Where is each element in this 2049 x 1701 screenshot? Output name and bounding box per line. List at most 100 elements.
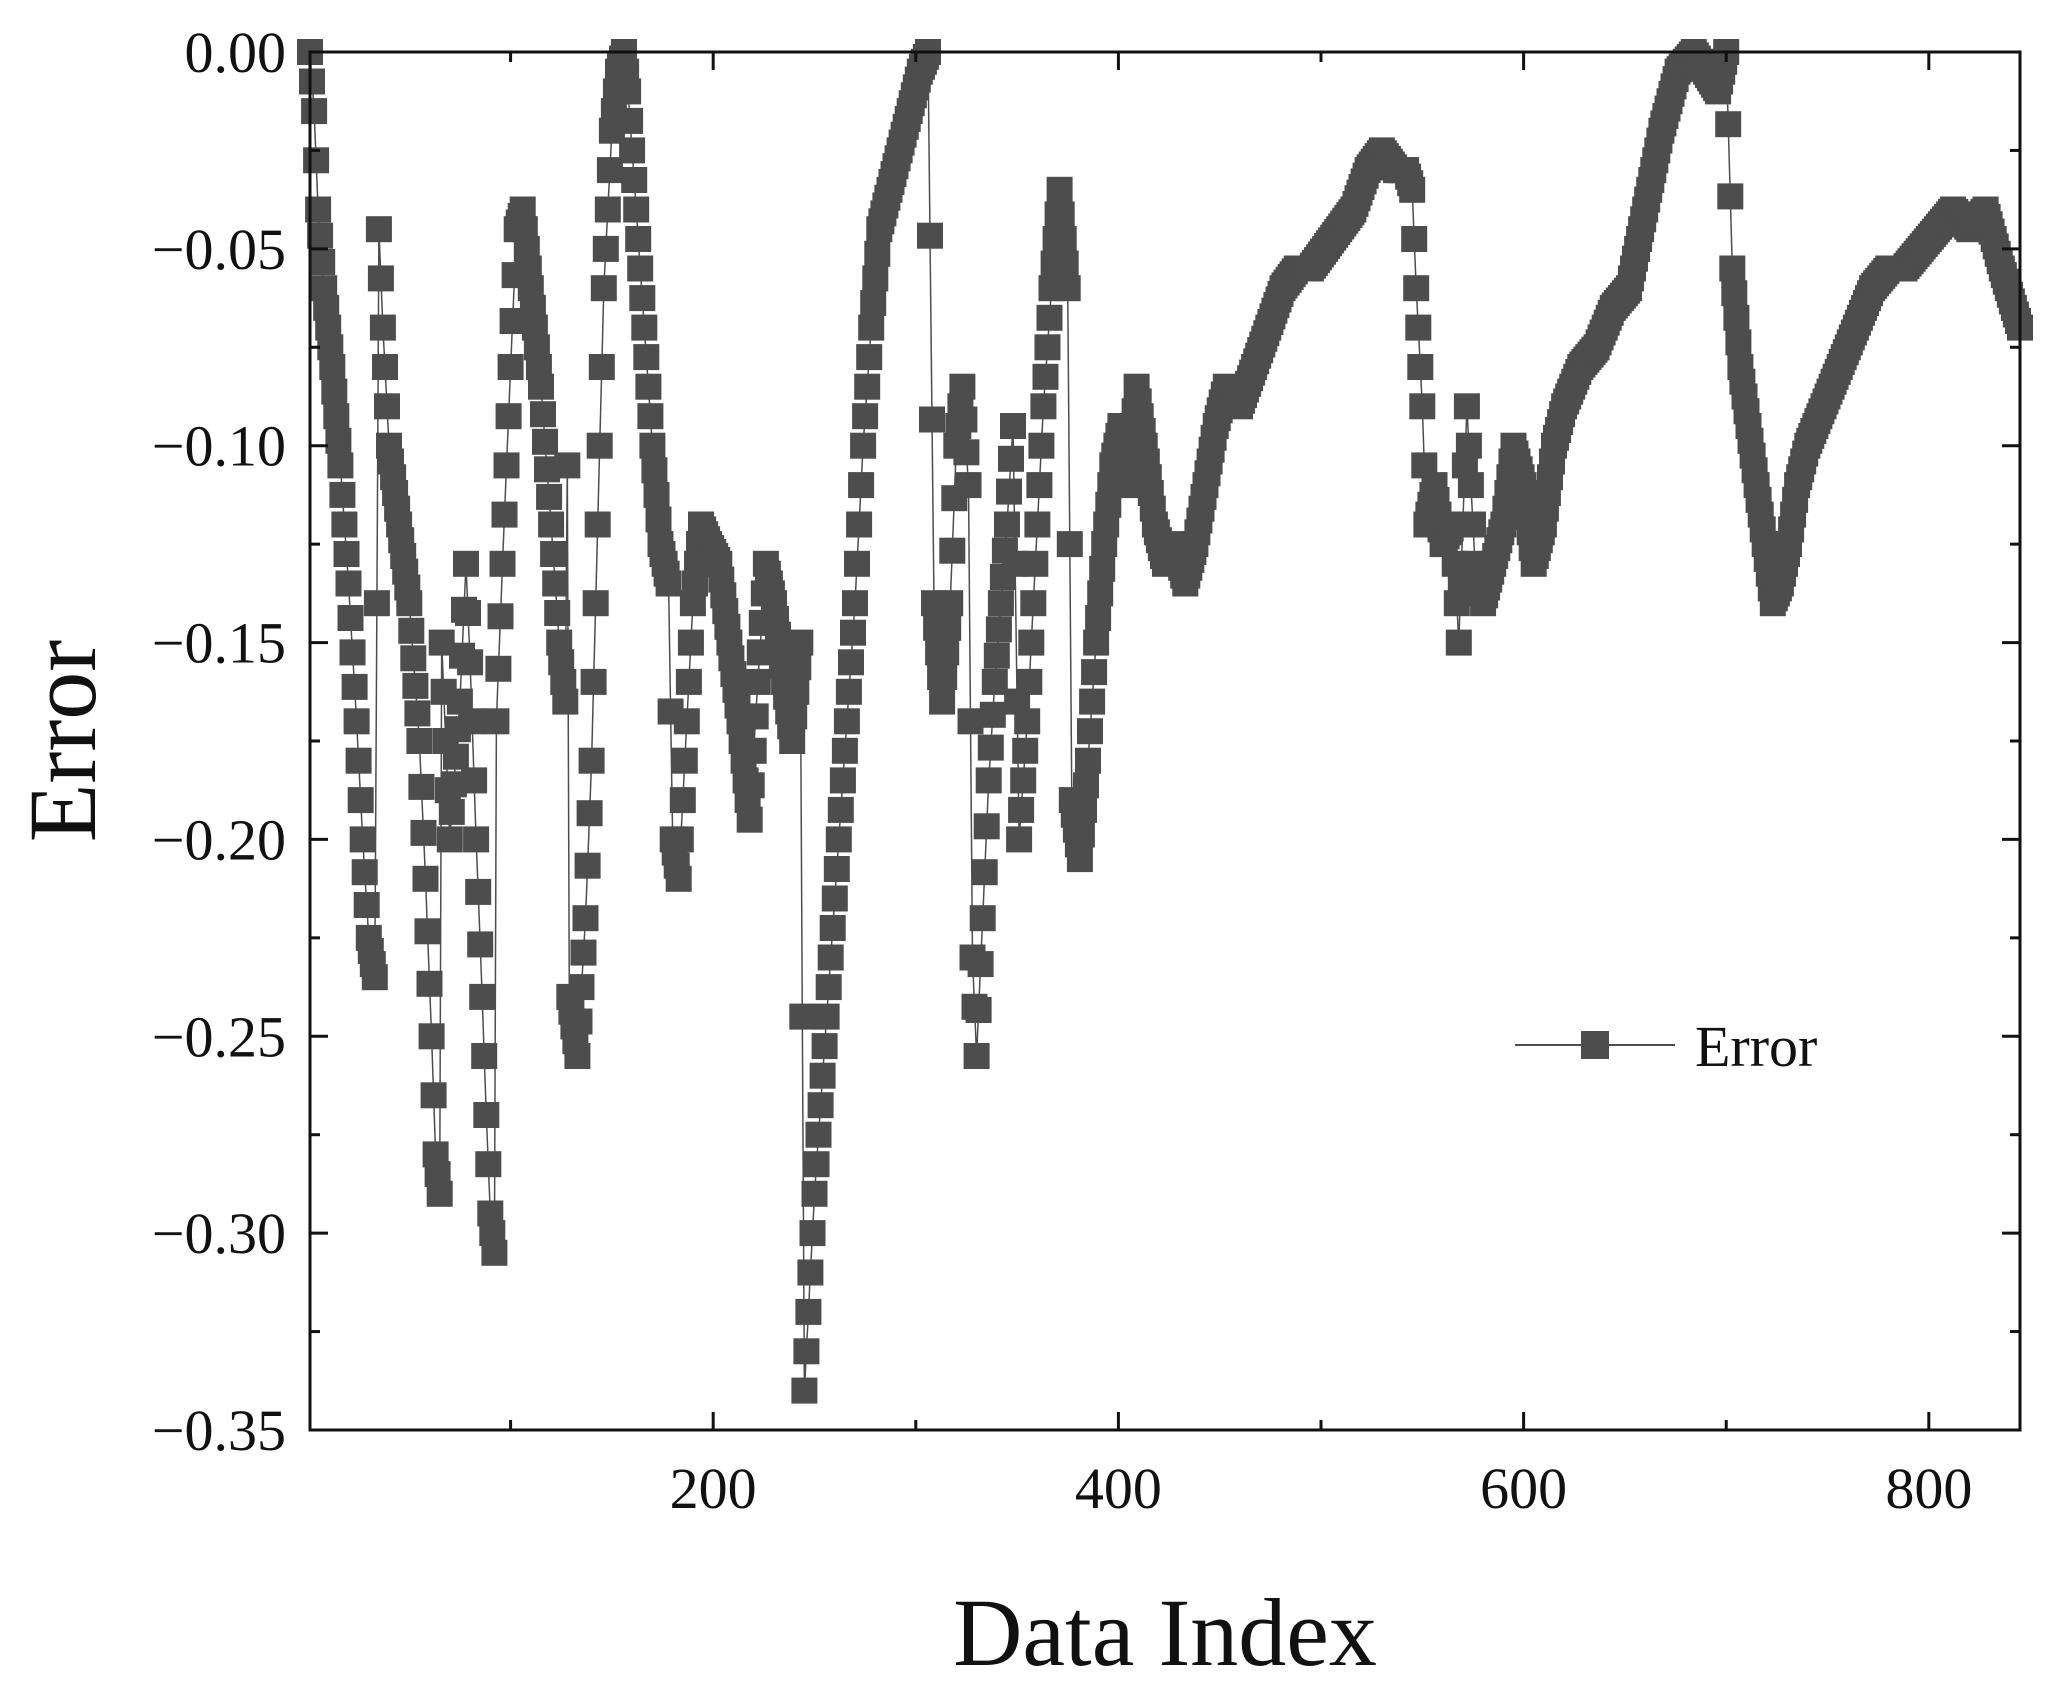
data-point <box>1066 846 1093 873</box>
data-point <box>1014 708 1041 735</box>
data-point <box>471 1043 498 1069</box>
data-point <box>744 668 771 695</box>
data-point <box>963 1043 990 1069</box>
data-point <box>1024 511 1051 538</box>
data-point <box>408 773 435 800</box>
data-point <box>655 570 682 597</box>
data-point <box>799 1220 826 1247</box>
data-point <box>497 354 524 380</box>
data-point <box>582 590 609 617</box>
data-point <box>489 550 516 577</box>
data-point <box>1405 314 1432 341</box>
data-point <box>1020 590 1047 617</box>
data-point <box>817 944 844 971</box>
data-point <box>483 708 510 735</box>
y-tick-label: −0.15 <box>152 611 286 676</box>
data-point <box>1457 472 1484 499</box>
data-point <box>998 445 1024 472</box>
data-point <box>675 668 702 695</box>
data-point <box>787 629 814 656</box>
data-point <box>1717 183 1744 210</box>
data-point <box>1068 821 1095 848</box>
data-point <box>321 378 348 405</box>
data-point <box>819 915 846 941</box>
data-point <box>949 373 976 400</box>
data-point <box>1453 393 1480 420</box>
data-point <box>396 590 423 617</box>
data-point <box>827 796 854 823</box>
data-point <box>481 1239 508 1266</box>
data-point <box>1401 226 1428 252</box>
data-point <box>629 285 656 312</box>
data-point <box>327 452 354 479</box>
data-point <box>1050 226 1077 252</box>
data-point <box>341 673 368 700</box>
data-point <box>742 703 769 730</box>
data-point <box>673 708 700 735</box>
data-point <box>343 708 370 735</box>
data-point <box>981 668 1008 695</box>
data-point <box>951 406 978 433</box>
data-point <box>801 1180 828 1207</box>
data-point <box>1409 393 1436 420</box>
x-tick-label: 600 <box>1480 1456 1567 1521</box>
x-axis: 200 400 600 800 <box>509 52 1972 1521</box>
data-point <box>347 787 374 814</box>
data-point <box>412 865 439 892</box>
data-point <box>813 1003 840 1030</box>
data-point <box>671 747 698 774</box>
data-point <box>1046 176 1073 203</box>
data-point <box>1018 629 1045 656</box>
data-point <box>528 373 554 400</box>
data-point <box>965 997 992 1023</box>
data-point <box>1719 255 1746 282</box>
data-point <box>1028 432 1055 459</box>
data-point <box>345 747 372 774</box>
data-point <box>457 649 484 676</box>
data-point <box>1460 511 1486 538</box>
data-point <box>996 478 1022 505</box>
data-point <box>994 511 1020 538</box>
y-tick-label: −0.10 <box>152 414 286 479</box>
data-point <box>1030 393 1057 420</box>
data-point <box>969 905 996 932</box>
data-point <box>1036 304 1063 331</box>
data-point <box>862 265 889 292</box>
data-point <box>1010 767 1037 794</box>
data-point <box>1715 111 1742 138</box>
data-point <box>957 708 984 735</box>
legend-label: Error <box>1695 1014 1817 1079</box>
data-point <box>566 1008 593 1035</box>
data-point <box>785 654 812 681</box>
data-point <box>815 974 842 1001</box>
data-point <box>363 590 390 617</box>
data-point <box>404 700 431 727</box>
data-point <box>842 590 868 617</box>
data-point <box>455 600 481 626</box>
data-point <box>570 939 597 966</box>
data-point <box>848 472 875 499</box>
data-point <box>631 314 658 341</box>
data-point <box>1077 718 1103 745</box>
data-point <box>475 1151 502 1178</box>
data-point <box>979 701 1006 728</box>
data-point <box>625 226 652 252</box>
y-tick-label: −0.25 <box>152 1004 286 1069</box>
x-tick-label: 400 <box>1075 1456 1162 1521</box>
series-line <box>309 50 2021 1391</box>
data-point <box>335 570 362 597</box>
data-point <box>552 688 579 715</box>
plot-frame <box>308 50 2022 1432</box>
data-point <box>1071 796 1097 823</box>
data-point <box>844 550 870 577</box>
data-point <box>1407 354 1434 380</box>
data-point <box>554 452 581 479</box>
data-point <box>402 672 429 699</box>
data-point <box>783 678 810 705</box>
data-point <box>309 249 336 275</box>
y-axis: 0.00 −0.05 −0.10 −0.15 −0.20 −0.25 −0.30 −0.35 <box>152 20 2020 1463</box>
data-point <box>858 314 885 341</box>
data-point <box>418 1023 445 1050</box>
x-tick-label: 800 <box>1885 1456 1972 1521</box>
data-point <box>369 314 396 341</box>
